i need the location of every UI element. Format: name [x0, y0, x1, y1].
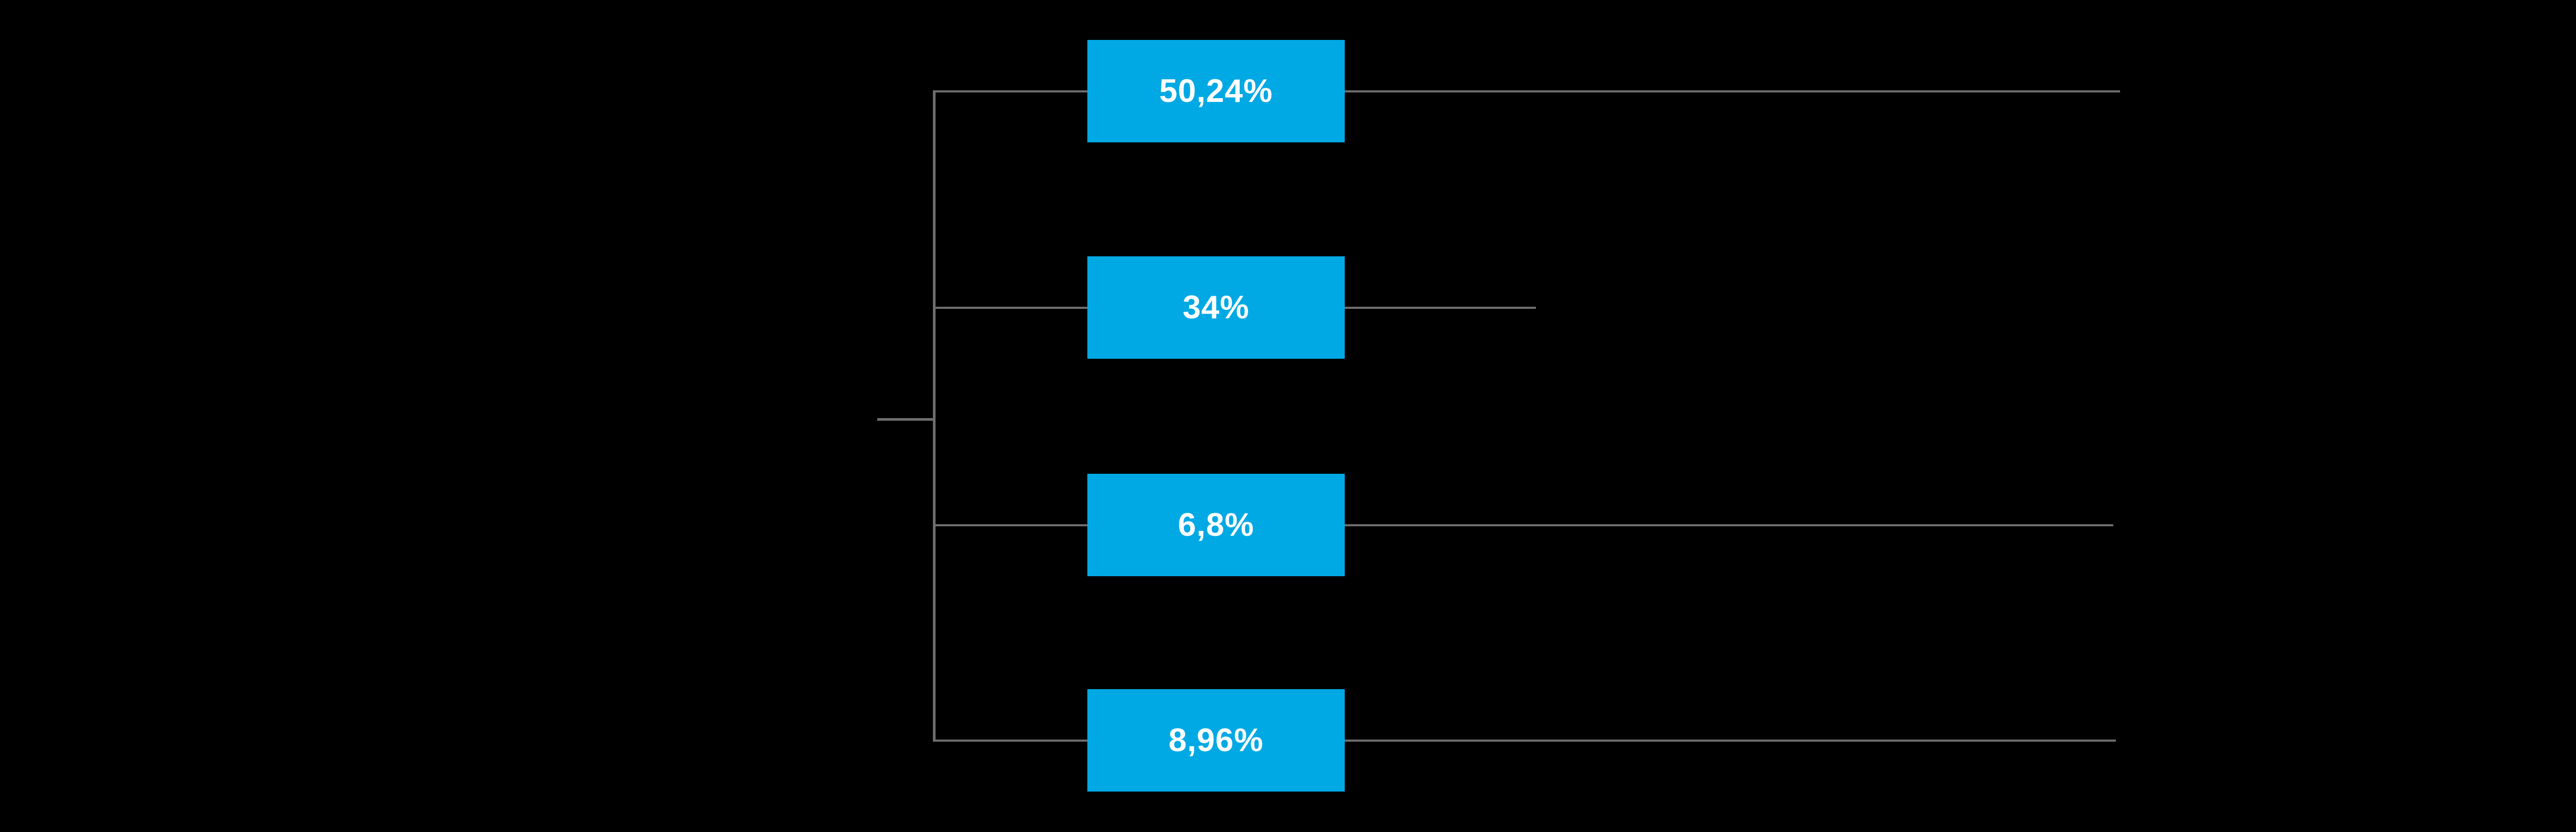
node-4: 8,96%	[1087, 689, 1345, 792]
node-4-label: 8,96%	[1168, 722, 1264, 758]
connector-node-4-right	[1345, 740, 2116, 742]
connector-node-2-right	[1345, 307, 1536, 309]
node-1: 50,24%	[1087, 40, 1345, 142]
node-2: 34%	[1087, 256, 1345, 359]
connector-branch-2-left	[934, 307, 1087, 309]
node-3-label: 6,8%	[1178, 506, 1254, 543]
connector-branch-1-left	[934, 90, 1087, 92]
connector-branch-3-left	[934, 524, 1087, 526]
connector-branch-4-left	[934, 740, 1087, 742]
node-2-label: 34%	[1182, 289, 1250, 326]
connector-node-3-right	[1345, 524, 2113, 526]
node-3: 6,8%	[1087, 474, 1345, 576]
connector-trunk	[933, 90, 936, 742]
node-1-label: 50,24%	[1159, 72, 1273, 109]
connector-root-stub	[877, 418, 933, 421]
connector-node-1-right	[1345, 90, 2120, 92]
